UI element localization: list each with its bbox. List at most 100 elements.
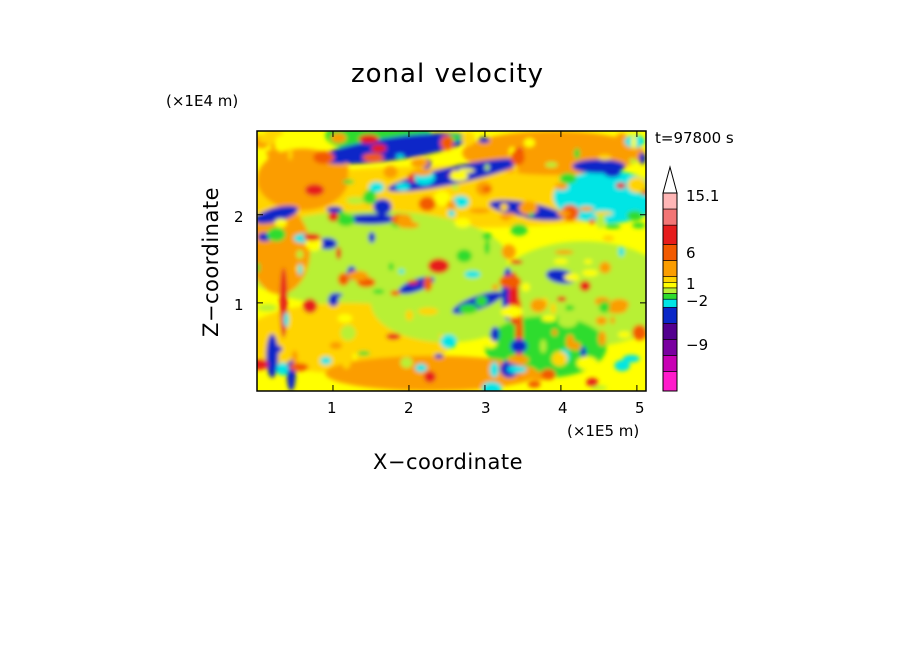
field-cell (329, 341, 343, 350)
field-cell (614, 360, 631, 372)
field-cell (497, 152, 503, 160)
field-cell (415, 363, 427, 373)
colorbar-swatch (662, 192, 678, 210)
field-cell (550, 302, 557, 315)
field-cell (641, 189, 646, 196)
field-cell (400, 357, 413, 369)
field-cell (355, 363, 362, 371)
field-cell (405, 309, 414, 321)
field-cell (320, 356, 332, 365)
field-cell (528, 211, 534, 218)
field-cell (576, 356, 598, 370)
field-cell (357, 351, 371, 356)
field-cell (579, 280, 591, 292)
time-label: t=97800 s (655, 129, 734, 147)
field-cell (499, 274, 522, 289)
field-cell (586, 377, 599, 387)
field-cell (507, 365, 527, 374)
field-cell (371, 144, 387, 153)
field-cell (597, 154, 612, 161)
field-band (257, 148, 349, 211)
field-cell (358, 172, 380, 183)
field-cell (395, 154, 405, 159)
colorbar-label: 6 (686, 244, 696, 262)
field-cell (541, 368, 556, 381)
field-streak (318, 133, 470, 165)
colorbar-swatch (662, 298, 678, 308)
colorbar-label: −2 (686, 292, 709, 310)
field-cell (580, 346, 587, 359)
field-cell (257, 304, 277, 312)
field-cell (492, 284, 499, 291)
field-cell (566, 334, 575, 350)
colorbar-extend-arrow (662, 165, 678, 194)
x-tick-label: 4 (558, 399, 568, 417)
field-cell (342, 179, 355, 184)
field-cell (482, 186, 492, 192)
field-cell (557, 210, 571, 218)
field-cell (427, 258, 450, 274)
field-feature (279, 267, 288, 339)
field-cell (500, 203, 508, 212)
field-cell (615, 133, 628, 142)
field-cell (372, 289, 385, 295)
field-cell (326, 206, 343, 214)
field-cell (551, 351, 568, 367)
field-cell (588, 219, 596, 225)
field-cell (368, 231, 376, 244)
field-cell (390, 290, 401, 296)
field-cell (358, 134, 379, 144)
field-cell (609, 298, 629, 311)
colorbar-swatch (662, 306, 678, 324)
field-cell (265, 150, 275, 156)
field-cell (598, 301, 610, 313)
field-cell (573, 148, 581, 159)
field-cell (478, 137, 490, 144)
field-cell (530, 298, 547, 313)
field-cell (541, 315, 557, 322)
field-cell (631, 135, 637, 150)
field-cell (362, 189, 377, 205)
field-cell (302, 298, 318, 314)
field-cell (449, 171, 468, 181)
field-cell (304, 184, 325, 196)
colorbar-swatch (662, 371, 678, 392)
field-cell (440, 135, 454, 151)
field-cell (297, 264, 303, 276)
field-layer (257, 131, 646, 391)
field-cell (410, 158, 429, 168)
field-cell (310, 168, 315, 182)
field-cell (564, 273, 580, 282)
field-cell (481, 381, 503, 391)
field-cell (373, 198, 392, 215)
field-cell (558, 314, 578, 328)
field-cell (553, 258, 568, 265)
field-cell (288, 148, 293, 161)
field-cell (638, 152, 646, 165)
field-cell (368, 181, 385, 193)
field-cell (508, 215, 529, 227)
field-cell (501, 244, 516, 260)
field-cell (540, 339, 547, 354)
field-cell (513, 161, 518, 177)
field-streak (344, 213, 398, 225)
field-cell (383, 165, 398, 179)
field-cell (438, 334, 443, 339)
field-cell (602, 235, 615, 242)
x-tick-label: 3 (481, 399, 491, 417)
field-cell (401, 221, 420, 229)
field-cell (274, 218, 287, 228)
field-cell (437, 322, 457, 335)
field-cell (411, 169, 433, 176)
field-cell (510, 149, 525, 166)
colorbar-swatch (662, 260, 678, 278)
field-cell (599, 261, 611, 274)
field-cell (583, 259, 593, 265)
field-cell (423, 276, 433, 292)
field-cell (510, 259, 523, 265)
colorbar (662, 165, 678, 392)
field-cell (604, 224, 621, 229)
field-cell (482, 232, 492, 240)
field-cell (456, 249, 472, 263)
field-cell (446, 200, 457, 211)
